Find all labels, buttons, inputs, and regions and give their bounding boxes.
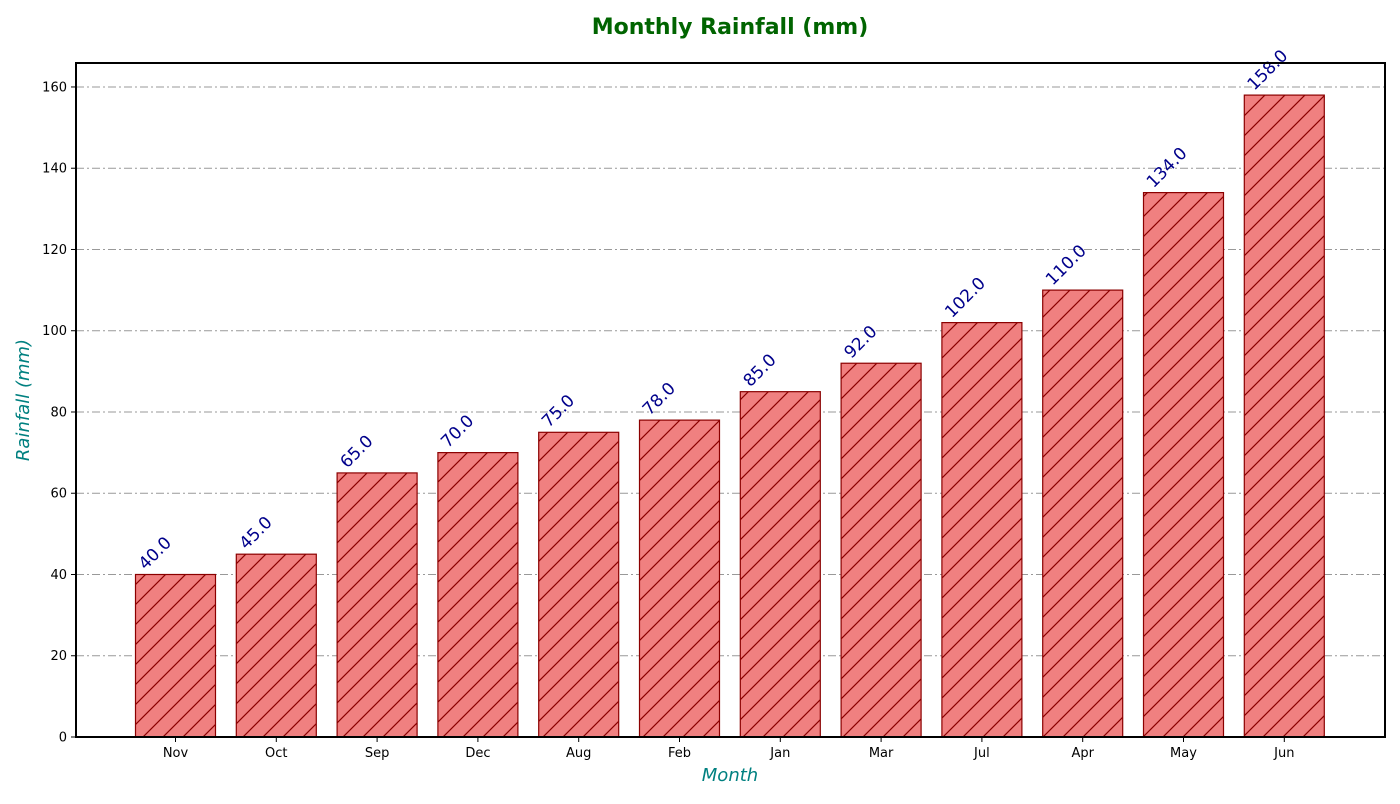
bar-hatch [134,573,217,738]
bar-hatch [941,322,1023,738]
x-tick-label: Jan [769,746,790,761]
y-tick-label: 100 [42,324,67,339]
bar-hatch [437,452,519,738]
y-tick-label: 120 [42,243,67,258]
x-tick-label: May [1170,746,1197,761]
bar-hatch [1042,289,1124,738]
bar-hatch [1142,191,1225,738]
bar-hatch [840,362,922,738]
bar-hatch [538,431,620,738]
x-tick-label: Feb [668,746,691,761]
x-tick-label: Jul [973,746,990,761]
y-tick-label: 80 [50,405,67,420]
bar-hatch [1243,94,1325,738]
y-tick-label: 160 [42,80,67,95]
bar-value-label: 78.0 [639,379,680,420]
bar-value-label: 110.0 [1042,241,1091,290]
bar-value-label: 75.0 [538,391,579,432]
bar-hatch [336,472,418,738]
x-tick-label: Dec [465,746,490,761]
chart-title: Monthly Rainfall (mm) [592,15,869,40]
x-tick-label: Apr [1071,746,1094,761]
bar-hatch [638,419,721,738]
bar-value-label: 65.0 [336,432,377,473]
bar-value-label: 70.0 [437,411,478,452]
x-tick-label: Aug [566,746,591,761]
x-axis-ticks: Nov Oct Sep Dec Aug Feb Jan Mar Jul Apr May Jun [163,737,1294,761]
y-axis-label: Rainfall (mm) [13,339,34,461]
plot-frame [75,62,1386,738]
bar-hatch [739,391,821,738]
bar-value-label: 85.0 [740,350,781,391]
bar-hatch [235,553,317,738]
bars-group [134,94,1325,738]
y-tick-label: 0 [59,731,67,746]
x-tick-label: Mar [869,746,894,761]
x-tick-label: Sep [365,746,390,761]
y-tick-label: 20 [50,649,67,664]
bar-value-label: 102.0 [941,274,990,323]
x-axis-label: Month [702,765,758,786]
x-tick-label: Nov [163,746,189,761]
y-axis-ticks: 0 20 40 60 80 100 120 140 160 [42,80,76,746]
bar-value-label: 45.0 [236,513,277,554]
bar-value-label: 92.0 [840,322,881,363]
y-tick-label: 60 [50,487,67,502]
y-tick-label: 40 [50,568,67,583]
x-tick-label: Jun [1273,746,1294,761]
y-tick-label: 140 [42,162,67,177]
x-tick-label: Oct [265,746,287,761]
bar-value-label: 40.0 [135,533,176,574]
